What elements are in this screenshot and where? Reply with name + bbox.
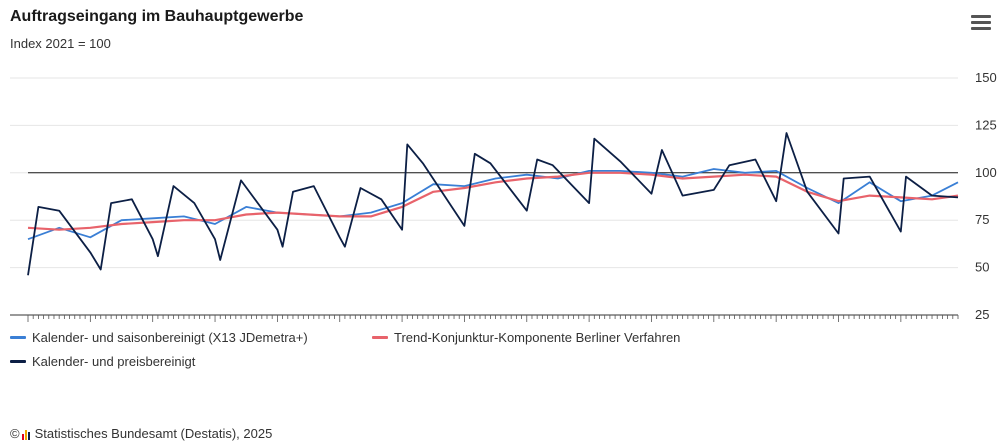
legend-label-preis: Kalender- und preisbereinigt bbox=[32, 354, 196, 369]
series-line-0[interactable] bbox=[27, 168, 959, 241]
y-tick-label: 100 bbox=[975, 165, 997, 180]
source-credit: © Statistisches Bundesamt (Destatis), 20… bbox=[10, 426, 272, 441]
legend-item-saison[interactable]: Kalender- und saisonbereinigt (X13 JDeme… bbox=[10, 330, 308, 345]
legend-swatch-saison bbox=[10, 336, 26, 339]
chart-subtitle: Index 2021 = 100 bbox=[10, 36, 111, 51]
chart-menu-icon[interactable] bbox=[969, 12, 993, 36]
menu-bar bbox=[971, 15, 991, 18]
source-text: Statistisches Bundesamt (Destatis), 2025 bbox=[34, 426, 273, 441]
axis-layer: 2550751001251502010201220142016201820202… bbox=[10, 70, 997, 322]
y-tick-label: 150 bbox=[975, 70, 997, 85]
legend-item-preis[interactable]: Kalender- und preisbereinigt bbox=[10, 354, 195, 369]
chart-plot-area: 2550751001251502010201220142016201820202… bbox=[10, 70, 997, 322]
legend-label-saison: Kalender- und saisonbereinigt (X13 JDeme… bbox=[32, 330, 308, 345]
copyright-symbol: © bbox=[10, 426, 20, 441]
legend-label-trend: Trend-Konjunktur-Komponente Berliner Ver… bbox=[394, 330, 681, 345]
chart-title: Auftragseingang im Bauhauptgewerbe bbox=[10, 8, 304, 25]
y-tick-label: 125 bbox=[975, 117, 997, 132]
series-layer bbox=[27, 132, 959, 276]
series-line-2[interactable] bbox=[27, 132, 959, 276]
series-line-1[interactable] bbox=[27, 171, 959, 231]
y-tick-label: 25 bbox=[975, 307, 989, 322]
legend-swatch-preis bbox=[10, 360, 26, 363]
legend-item-trend[interactable]: Trend-Konjunktur-Komponente Berliner Ver… bbox=[372, 330, 680, 345]
destatis-logo-icon bbox=[21, 428, 31, 440]
y-tick-label: 75 bbox=[975, 212, 989, 227]
menu-bar bbox=[971, 27, 991, 30]
y-tick-label: 50 bbox=[975, 260, 989, 275]
legend-swatch-trend bbox=[372, 336, 388, 339]
menu-bar bbox=[971, 21, 991, 24]
